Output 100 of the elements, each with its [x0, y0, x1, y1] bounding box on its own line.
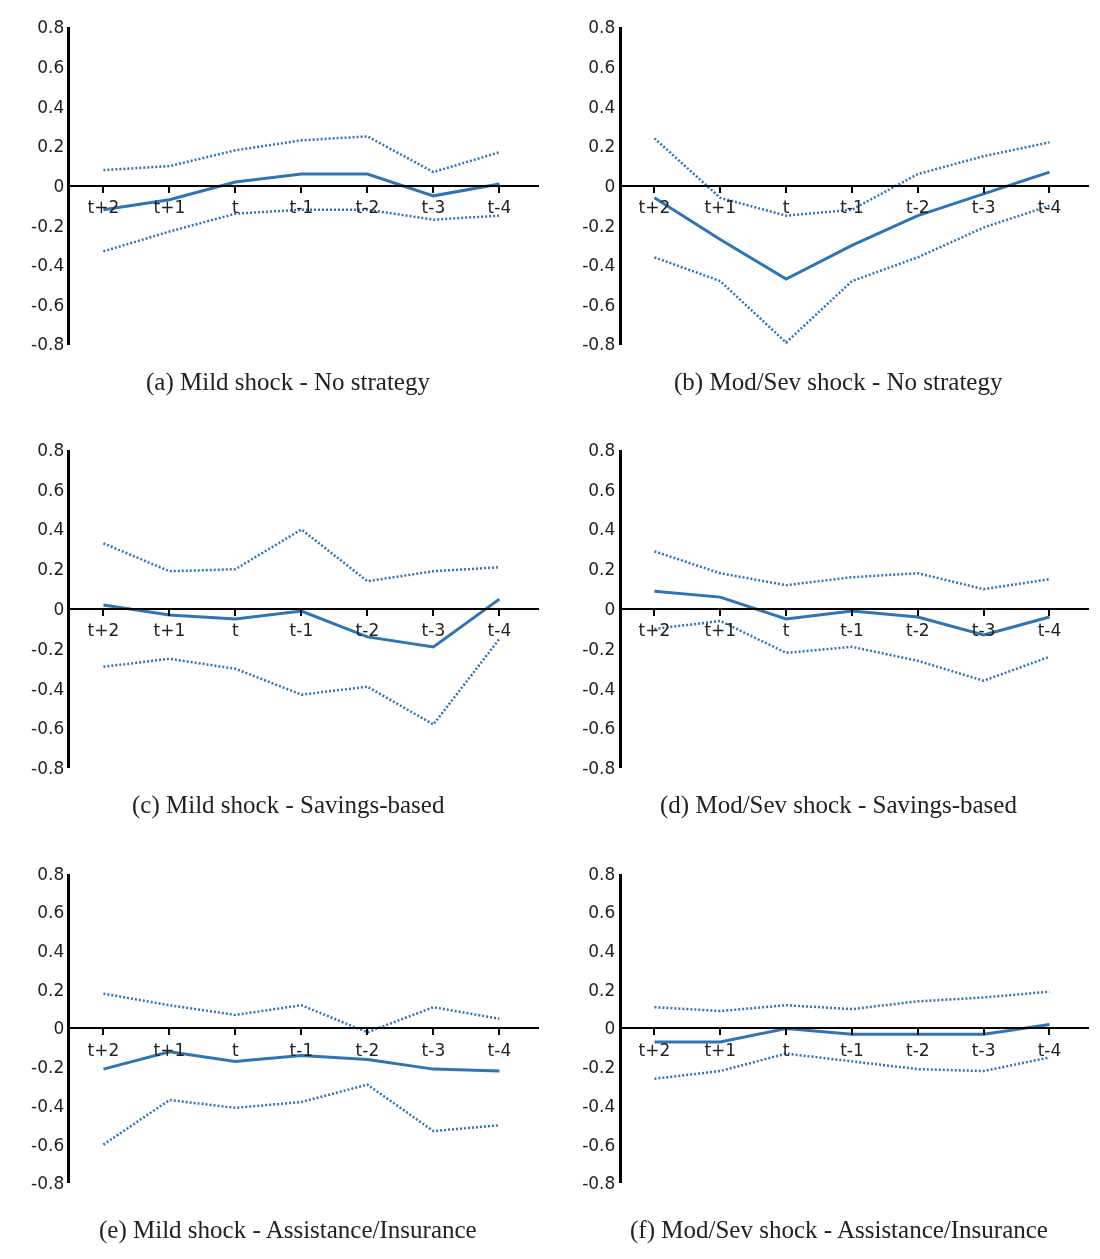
x-tick-label: t-2	[355, 1039, 380, 1060]
y-tick-label: -0.4	[31, 1095, 65, 1116]
y-tick-label: 0.4	[37, 96, 65, 117]
y-tick-label: 0.2	[588, 136, 616, 157]
y-tick-label: 0.4	[588, 519, 616, 540]
y-tick-label: 0.8	[37, 439, 65, 460]
x-tick-label: t+1	[153, 197, 186, 218]
y-tick-label: 0	[53, 1018, 65, 1039]
y-tick-label: 0.8	[588, 863, 616, 884]
y-tick-label: 0.4	[37, 940, 65, 961]
line-series	[102, 1083, 501, 1146]
y-tick-label: 0.6	[37, 479, 65, 500]
y-tick-label: -0.6	[31, 1134, 65, 1155]
y-tick-label: -0.6	[582, 1134, 616, 1155]
x-tick-label: t-4	[487, 620, 512, 641]
x-tick-label: t	[782, 197, 790, 218]
x-tick-label: t	[782, 620, 790, 641]
y-tick-label: 0	[604, 1018, 616, 1039]
y-tick-label: 0.8	[588, 439, 616, 460]
y-tick-label: -0.6	[582, 294, 616, 315]
x-tick-label: t-4	[487, 197, 512, 218]
x-tick-label: t+2	[87, 620, 120, 641]
x-tick-label: t+2	[638, 620, 671, 641]
x-axis-title: (f) Mod/Sev shock - Assistance/Insurance	[630, 1216, 1048, 1244]
x-tick-label: t	[232, 620, 240, 641]
x-tick-label: t-2	[355, 197, 380, 218]
x-tick-label: t-2	[905, 1039, 930, 1060]
x-tick-label: t+1	[153, 620, 186, 641]
x-tick-label: t-2	[905, 197, 930, 218]
y-tick-label: -0.2	[582, 638, 616, 659]
x-tick-label: t-4	[1037, 1039, 1062, 1060]
line-series	[102, 135, 501, 174]
x-tick-label: t-3	[971, 197, 996, 218]
y-tick-label: 0.2	[37, 979, 65, 1000]
y-tick-label: 0	[604, 175, 616, 196]
y-tick-label: 0.4	[588, 96, 616, 117]
y-tick-label: 0.2	[37, 559, 65, 580]
y-tick-label: -0.8	[31, 334, 65, 355]
x-axis-title: (e) Mild shock - Assistance/Insurance	[99, 1216, 477, 1244]
x-tick-label: t+2	[87, 1039, 120, 1060]
y-tick-label: 0.2	[588, 559, 616, 580]
line-series	[102, 637, 501, 726]
x-tick-label: t-1	[840, 1039, 864, 1060]
y-tick-label: -0.8	[582, 1173, 616, 1194]
y-tick-label: -0.2	[582, 215, 616, 236]
y-tick-label: 0.8	[588, 17, 616, 38]
x-tick-label: t-3	[971, 1039, 996, 1060]
y-tick-label: -0.2	[31, 215, 65, 236]
y-tick-label: 0	[53, 599, 65, 620]
y-tick-label: 0.6	[588, 479, 616, 500]
y-tick-label: 0	[604, 599, 616, 620]
x-axis-title: (a) Mild shock - No strategy	[146, 368, 431, 396]
x-tick-label: t	[232, 197, 240, 218]
x-tick-label: t-2	[905, 620, 930, 641]
x-tick-label: t-1	[840, 197, 864, 218]
y-tick-label: 0.6	[588, 56, 616, 77]
y-tick-label: -0.4	[31, 255, 65, 276]
y-tick-label: -0.4	[582, 1095, 616, 1116]
y-tick-label: -0.4	[582, 678, 616, 699]
y-tick-label: 0.6	[37, 902, 65, 923]
y-tick-label: -0.8	[582, 334, 616, 355]
x-tick-label: t-1	[289, 620, 314, 641]
x-tick-label: t+1	[704, 620, 737, 641]
x-tick-label: t-1	[289, 197, 314, 218]
x-tick-label: t-2	[355, 620, 380, 641]
x-tick-label: t+1	[704, 197, 737, 218]
y-tick-label: -0.6	[31, 718, 65, 739]
line-series	[652, 1023, 1051, 1044]
y-tick-label: 0	[53, 175, 65, 196]
y-tick-label: 0.2	[37, 136, 65, 157]
line-series	[102, 528, 501, 583]
x-axis-title: (b) Mod/Sev shock - No strategy	[674, 368, 1003, 396]
x-tick-label: t-4	[1037, 197, 1062, 218]
y-tick-label: 0.6	[37, 56, 65, 77]
y-tick-label: -0.4	[31, 678, 65, 699]
line-series	[653, 990, 1051, 1013]
y-tick-label: -0.2	[582, 1057, 616, 1078]
x-tick-label: t+1	[704, 1039, 737, 1060]
x-tick-label: t-3	[421, 1039, 446, 1060]
y-tick-label: -0.8	[582, 758, 616, 779]
y-tick-label: -0.4	[582, 255, 616, 276]
y-tick-label: 0.2	[588, 979, 616, 1000]
x-tick-label: t+2	[638, 197, 671, 218]
x-tick-label: t-1	[840, 620, 864, 641]
y-tick-label: -0.2	[31, 638, 65, 659]
x-tick-label: t-3	[421, 620, 446, 641]
x-tick-label: t+2	[638, 1039, 671, 1060]
y-tick-label: -0.6	[31, 294, 65, 315]
x-tick-label: t-4	[487, 1039, 512, 1060]
y-tick-label: 0.4	[588, 940, 616, 961]
x-axis-title: (c) Mild shock - Savings-based	[132, 791, 445, 819]
x-tick-label: t	[782, 1039, 790, 1060]
y-tick-label: 0.8	[37, 863, 65, 884]
x-tick-label: t	[232, 1039, 240, 1060]
x-tick-label: t-3	[421, 197, 446, 218]
y-tick-label: -0.6	[582, 718, 616, 739]
y-tick-label: 0.4	[37, 519, 65, 540]
y-tick-label: -0.8	[31, 758, 65, 779]
y-tick-label: -0.2	[31, 1057, 65, 1078]
y-tick-label: 0.8	[37, 17, 65, 38]
